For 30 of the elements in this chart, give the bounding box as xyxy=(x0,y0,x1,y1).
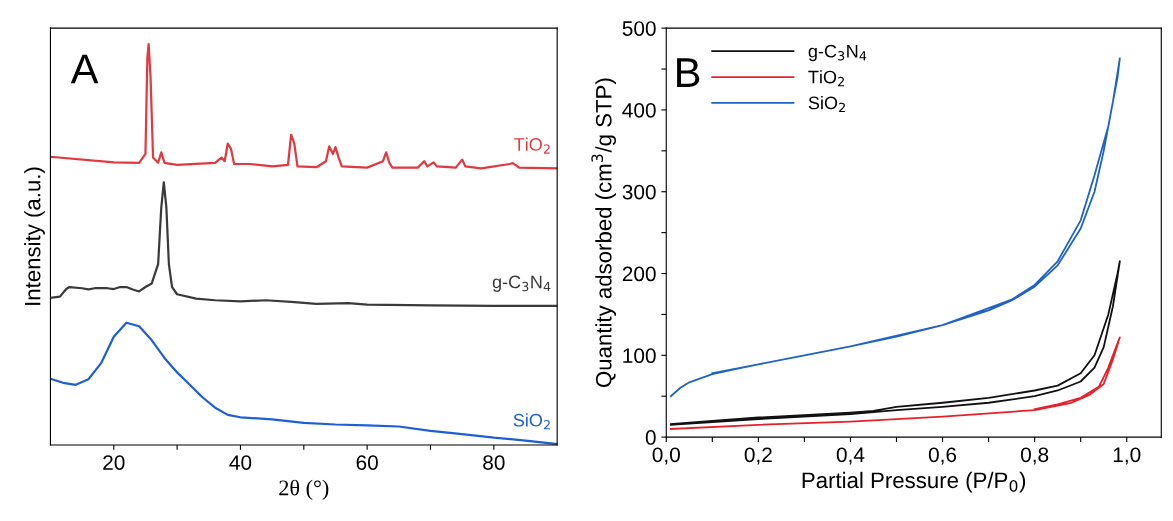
y-tick-label: 100 xyxy=(623,348,656,364)
line-series xyxy=(669,260,1121,426)
y-tick-label: 300 xyxy=(622,184,656,200)
series-label: g-C$_{3}$N$_{4}$ xyxy=(492,275,551,292)
x-axis-title: 2θ (°) xyxy=(279,479,329,500)
y-tick-label: 500 xyxy=(622,21,656,36)
series-label: TiO$_{2}$ xyxy=(514,137,550,154)
x-tick-label: 1,0 xyxy=(1113,447,1141,465)
x-tick-label: 60 xyxy=(356,455,378,470)
line-series xyxy=(669,336,1121,430)
x-tick-label: 0,6 xyxy=(928,447,957,465)
x-axis-title: Partial Pressure (P/P$_{0}$) xyxy=(802,471,1026,493)
x-tick-label: 40 xyxy=(229,455,252,470)
y-axis-title: Intensity (a.u.) xyxy=(24,167,45,305)
legend-label: TiO$_{2}$ xyxy=(808,70,844,87)
x-tick-label: 0,0 xyxy=(652,447,680,465)
series-label: SiO$_{2}$ xyxy=(513,413,550,430)
x-tick-label: 80 xyxy=(483,455,505,470)
annotation: A xyxy=(70,54,99,84)
x-tick-label: 0,8 xyxy=(1020,447,1049,465)
y-axis-title: Quantity adsorbed (cm$^{3}$/g STP) xyxy=(591,78,616,388)
annotation: B xyxy=(677,58,700,87)
x-tick-label: 20 xyxy=(103,455,125,470)
legend-label: g-C$_{3}$N$_{4}$ xyxy=(808,44,867,62)
y-tick-label: 0 xyxy=(645,430,656,445)
y-tick-label: 400 xyxy=(622,102,656,118)
legend-label: SiO$_{2}$ xyxy=(808,96,845,113)
x-tick-label: 0,4 xyxy=(836,447,865,465)
x-tick-label: 0,2 xyxy=(744,447,772,465)
y-tick-label: 200 xyxy=(622,266,656,282)
